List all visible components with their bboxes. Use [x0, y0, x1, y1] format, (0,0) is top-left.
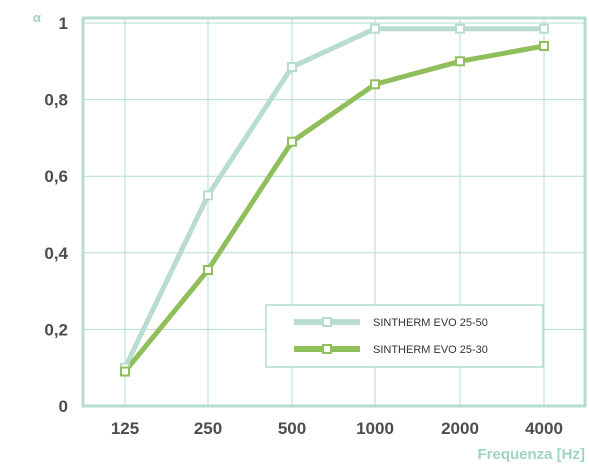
y-axis-label: α — [33, 10, 41, 25]
x-tick-label: 500 — [278, 419, 306, 438]
data-point-s1-4000 — [539, 23, 549, 34]
x-tick-label: 125 — [111, 419, 139, 438]
y-tick-labels: 0 0,2 0,4 0,6 0,8 1 — [44, 14, 68, 416]
grid-lines — [83, 18, 585, 406]
x-tick-label: 1000 — [356, 419, 394, 438]
y-tick-label: 0 — [59, 397, 68, 416]
legend-box — [265, 304, 544, 368]
legend-label-2: SINTHERM EVO 25-30 — [373, 344, 488, 356]
data-point-s1-1000 — [370, 23, 380, 34]
data-point-s2-1000 — [370, 79, 380, 90]
data-point-s2-250 — [203, 265, 213, 276]
y-tick-label: 0,6 — [44, 167, 68, 186]
plot-frame — [81, 16, 587, 408]
x-axis-label: Frequenza [Hz] — [477, 446, 585, 463]
data-point-s2-500 — [287, 136, 297, 147]
x-tick-label: 2000 — [441, 419, 479, 438]
series-line-1 — [122, 26, 547, 371]
y-tick-label: 0,2 — [44, 320, 68, 339]
y-tick-label: 0,8 — [44, 91, 68, 110]
x-tick-labels: 125 250 500 1000 2000 4000 — [111, 419, 563, 438]
legend-marker-1 — [322, 317, 332, 327]
x-tick-label: 250 — [194, 419, 222, 438]
legend-label-1: SINTHERM EVO 25-50 — [373, 317, 488, 329]
y-tick-label: 0,4 — [44, 244, 68, 263]
data-point-s2-4000 — [539, 40, 549, 51]
x-tick-label: 4000 — [525, 419, 563, 438]
data-point-s1-250 — [203, 190, 213, 201]
data-point-s2-2000 — [455, 56, 465, 67]
legend-marker-2 — [322, 344, 332, 354]
series-layer — [120, 23, 549, 377]
data-point-s2-125 — [120, 366, 130, 377]
y-tick-label: 1 — [59, 14, 68, 33]
series-line-2 — [122, 43, 547, 374]
data-point-s1-2000 — [455, 23, 465, 34]
data-point-s1-500 — [287, 62, 297, 73]
legend: SINTHERM EVO 25-50 SINTHERM EVO 25-30 — [265, 304, 544, 368]
